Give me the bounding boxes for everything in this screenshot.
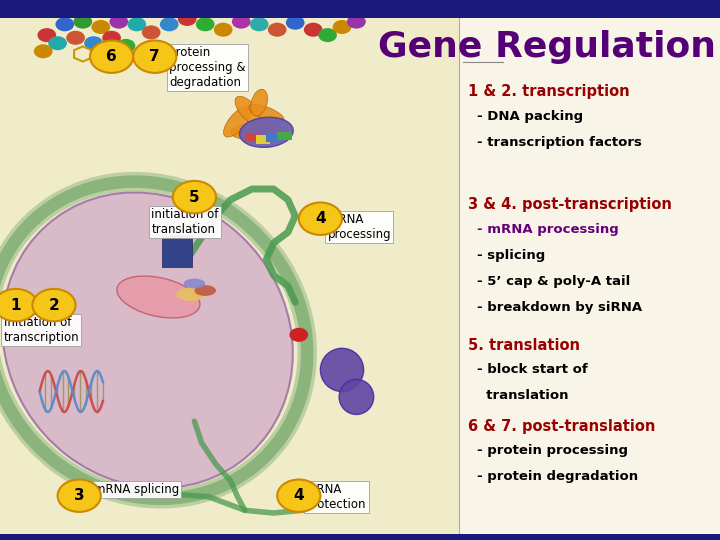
Text: - block start of: - block start of <box>477 363 588 376</box>
FancyBboxPatch shape <box>162 235 192 267</box>
Circle shape <box>299 202 342 235</box>
Ellipse shape <box>339 379 374 415</box>
Circle shape <box>66 31 85 45</box>
FancyBboxPatch shape <box>266 133 281 142</box>
Circle shape <box>109 15 128 29</box>
Ellipse shape <box>184 279 205 288</box>
FancyBboxPatch shape <box>277 132 292 140</box>
Ellipse shape <box>223 106 252 137</box>
Circle shape <box>91 20 110 34</box>
Ellipse shape <box>251 120 289 139</box>
Circle shape <box>196 17 215 31</box>
Ellipse shape <box>320 348 364 392</box>
Circle shape <box>250 17 269 31</box>
Circle shape <box>289 328 308 342</box>
Ellipse shape <box>230 124 281 140</box>
Ellipse shape <box>240 117 293 147</box>
Circle shape <box>102 31 121 45</box>
Ellipse shape <box>117 276 200 318</box>
Circle shape <box>333 20 351 34</box>
Circle shape <box>286 16 305 30</box>
Circle shape <box>58 480 101 512</box>
Ellipse shape <box>251 89 268 116</box>
Circle shape <box>347 15 366 29</box>
Circle shape <box>90 40 133 73</box>
Circle shape <box>173 181 216 213</box>
Circle shape <box>318 28 337 42</box>
Circle shape <box>142 25 161 39</box>
Text: initiation of
translation: initiation of translation <box>151 208 219 236</box>
Circle shape <box>34 44 53 58</box>
Text: - splicing: - splicing <box>477 249 546 262</box>
Text: 4: 4 <box>294 488 304 503</box>
Text: - DNA packing: - DNA packing <box>477 110 583 123</box>
Text: 1 & 2. transcription: 1 & 2. transcription <box>468 84 629 99</box>
Circle shape <box>84 36 103 50</box>
Circle shape <box>232 15 251 29</box>
Circle shape <box>304 23 323 37</box>
Circle shape <box>37 28 56 42</box>
FancyBboxPatch shape <box>0 0 720 18</box>
Text: 6 & 7. post-translation: 6 & 7. post-translation <box>468 418 655 434</box>
Ellipse shape <box>176 287 205 301</box>
Text: 3: 3 <box>74 488 84 503</box>
Text: 7: 7 <box>150 49 160 64</box>
Text: 5: 5 <box>189 190 199 205</box>
Circle shape <box>0 289 37 321</box>
Circle shape <box>32 289 76 321</box>
Text: 4: 4 <box>315 211 325 226</box>
Text: protein
processing &
degradation: protein processing & degradation <box>169 46 246 89</box>
Circle shape <box>277 480 320 512</box>
FancyBboxPatch shape <box>0 534 720 540</box>
Ellipse shape <box>194 285 216 296</box>
Text: 5. translation: 5. translation <box>468 338 580 353</box>
Circle shape <box>48 36 67 50</box>
Text: mRNA
processing: mRNA processing <box>328 213 391 241</box>
Text: - protein degradation: - protein degradation <box>477 470 639 483</box>
Text: mRNA
protection: mRNA protection <box>306 483 366 511</box>
Text: 1: 1 <box>11 298 21 313</box>
Text: translation: translation <box>477 389 569 402</box>
Text: - mRNA processing: - mRNA processing <box>477 223 619 236</box>
Text: mRNA splicing: mRNA splicing <box>94 483 179 496</box>
FancyBboxPatch shape <box>459 18 720 534</box>
Text: Gene Regulation: Gene Regulation <box>379 30 716 64</box>
FancyBboxPatch shape <box>245 133 259 142</box>
Ellipse shape <box>249 104 284 123</box>
Circle shape <box>214 23 233 37</box>
Circle shape <box>268 23 287 37</box>
Ellipse shape <box>2 192 293 488</box>
Text: 6: 6 <box>107 49 117 64</box>
Circle shape <box>160 17 179 31</box>
Text: initiation of
transcription: initiation of transcription <box>4 316 79 344</box>
Text: - protein processing: - protein processing <box>477 444 629 457</box>
Text: - breakdown by siRNA: - breakdown by siRNA <box>477 301 642 314</box>
Text: - transcription factors: - transcription factors <box>477 136 642 148</box>
Text: - 5’ cap & poly-A tail: - 5’ cap & poly-A tail <box>477 275 631 288</box>
Circle shape <box>55 17 74 31</box>
FancyBboxPatch shape <box>0 18 459 534</box>
Text: 2: 2 <box>49 298 59 313</box>
Text: 3 & 4. post-transcription: 3 & 4. post-transcription <box>468 197 672 212</box>
Circle shape <box>178 12 197 26</box>
FancyBboxPatch shape <box>256 135 270 144</box>
Circle shape <box>117 39 135 53</box>
Circle shape <box>73 15 92 29</box>
Circle shape <box>127 17 146 31</box>
Ellipse shape <box>235 96 261 125</box>
Circle shape <box>133 40 176 73</box>
